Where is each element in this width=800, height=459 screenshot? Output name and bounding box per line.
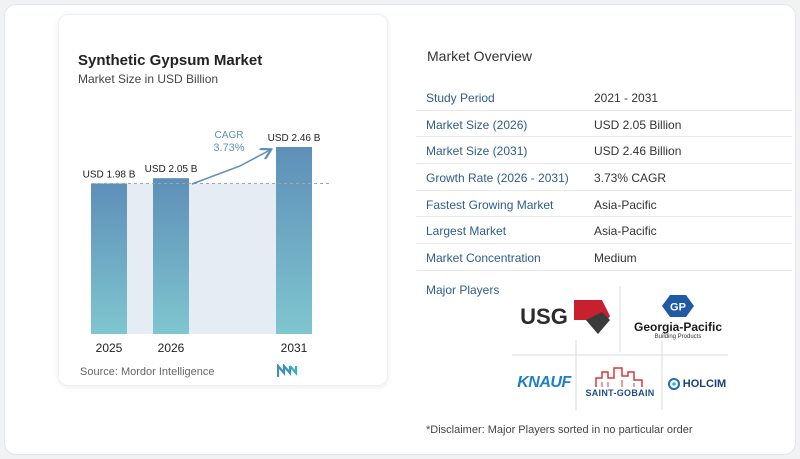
georgia-pacific-logo: GP Georgia-Pacific Building Products [628, 288, 728, 346]
cagr-arrow [191, 150, 270, 185]
row-value: USD 2.05 Billion [594, 117, 682, 132]
saint-gobain-skyline-icon [595, 367, 643, 387]
chart-title: Synthetic Gypsum Market [78, 52, 263, 69]
disclaimer-text: *Disclaimer: Major Players sorted in no … [426, 424, 693, 436]
row-value: Asia-Pacific [594, 197, 657, 212]
table-row: Market Concentration Medium [416, 244, 792, 271]
row-label: Growth Rate (2026 - 2031) [426, 171, 569, 186]
row-label: Largest Market [426, 224, 507, 239]
bar-2026 [153, 178, 189, 334]
gp-hexagon-icon: GP [662, 295, 694, 317]
holcim-logo: HOLCIM [666, 370, 728, 398]
row-value: Asia-Pacific [594, 224, 657, 239]
x-tick-label-2026: 2026 [158, 341, 185, 355]
row-value: 2021 - 2031 [594, 91, 659, 105]
gp-subtext: Building Products [654, 334, 702, 340]
x-tick-label-2025: 2025 [96, 341, 123, 355]
gp-hexagon-text: GP [670, 302, 686, 314]
table-row: Study Period 2021 - 2031 [416, 84, 792, 111]
bar-2031 [276, 147, 312, 334]
source-text: Source: Mordor Intelligence [80, 366, 215, 378]
row-value: Medium [594, 251, 637, 266]
gp-name: Georgia-Pacific [633, 320, 723, 334]
holcim-mark-icon [667, 378, 680, 390]
data-label-2026: USD 2.05 B [145, 164, 198, 175]
saint-gobain-text: SAINT-GOBAIN [585, 388, 655, 398]
table-row: Growth Rate (2026 - 2031) 3.73% CAGR [416, 164, 792, 191]
x-tick-label-2031: 2031 [281, 341, 308, 355]
overview-table: Study Period 2021 - 2031 Market Size (202… [416, 84, 792, 271]
overview-title: Market Overview [427, 48, 533, 64]
usg-logo: USG [520, 296, 612, 338]
cagr-value: 3.73% [213, 142, 244, 154]
table-row: Largest Market Asia-Pacific [416, 217, 792, 245]
usg-mark-icon [573, 300, 610, 334]
holcim-text: HOLCIM [682, 378, 727, 390]
row-label: Market Size (2031) [426, 144, 528, 159]
reference-band [91, 183, 312, 334]
knauf-logo-text: KNAUF [517, 374, 571, 391]
bar-2025 [91, 183, 127, 334]
row-label: Market Concentration [426, 251, 541, 266]
table-row: Market Size (2026) USD 2.05 Billion [416, 111, 792, 138]
cagr-label: CAGR [215, 130, 244, 141]
table-row: Fastest Growing Market Asia-Pacific [416, 191, 792, 218]
data-label-2025: USD 1.98 B [83, 169, 136, 180]
saint-gobain-logo: SAINT-GOBAIN [580, 358, 660, 406]
major-players-label: Major Players [426, 283, 500, 297]
mordor-logo-icon [277, 364, 298, 377]
table-row: Market Size (2031) USD 2.46 Billion [416, 137, 792, 165]
knauf-logo: KNAUF [516, 366, 572, 400]
row-value: 3.73% CAGR [594, 171, 667, 186]
data-label-2031: USD 2.46 B [268, 133, 321, 144]
usg-logo-text: USG [520, 304, 568, 329]
row-value: USD 2.46 Billion [594, 144, 682, 159]
row-label: Market Size (2026) [426, 117, 528, 132]
row-label: Fastest Growing Market [426, 197, 554, 212]
chart-subtitle: Market Size in USD Billion [78, 72, 219, 86]
row-label: Study Period [426, 91, 495, 105]
